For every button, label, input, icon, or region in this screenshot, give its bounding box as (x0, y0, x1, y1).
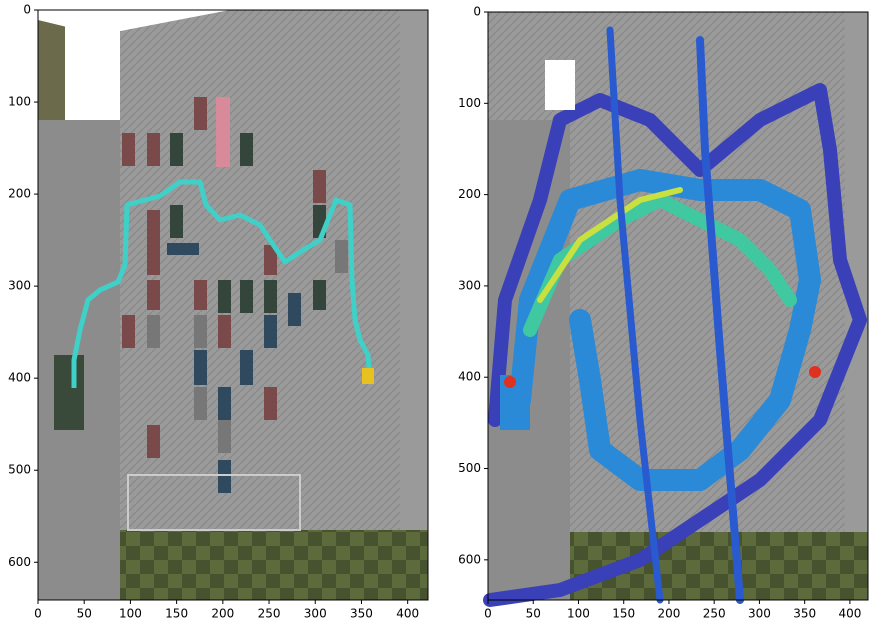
x-tick-label: 100 (567, 607, 590, 621)
x-tick-label: 250 (258, 607, 281, 621)
x-tick-label: 100 (119, 607, 142, 621)
x-tick-label: 200 (211, 607, 234, 621)
x-tick-label: 400 (838, 607, 861, 621)
x-tick-label: 0 (34, 607, 42, 621)
x-tick-label: 50 (77, 607, 92, 621)
y-tick-label: 500 (8, 463, 31, 477)
x-tick-label: 400 (396, 607, 419, 621)
x-tick-label: 300 (304, 607, 327, 621)
y-tick-label: 0 (23, 3, 31, 17)
y-tick-label: 400 (458, 370, 481, 384)
x-tick-label: 350 (793, 607, 816, 621)
y-tick-label: 300 (458, 278, 481, 292)
y-tick-label: 200 (458, 187, 481, 201)
y-tick-label: 600 (8, 555, 31, 569)
y-tick-label: 500 (458, 461, 481, 475)
heatmap-image-right (488, 12, 868, 600)
y-tick-label: 0 (473, 5, 481, 19)
y-tick-label: 300 (8, 279, 31, 293)
figure: 0501001502002503003504000100200300400500… (0, 0, 874, 624)
y-tick-label: 100 (8, 95, 31, 109)
x-tick-label: 250 (703, 607, 726, 621)
x-tick-label: 0 (484, 607, 492, 621)
x-tick-label: 150 (612, 607, 635, 621)
x-tick-label: 50 (526, 607, 541, 621)
y-tick-label: 200 (8, 187, 31, 201)
y-tick-label: 100 (458, 96, 481, 110)
x-tick-label: 350 (350, 607, 373, 621)
y-tick-label: 400 (8, 371, 31, 385)
y-tick-label: 600 (458, 552, 481, 566)
x-tick-label: 200 (657, 607, 680, 621)
x-tick-label: 300 (748, 607, 771, 621)
map-image-left (38, 10, 428, 600)
x-tick-label: 150 (165, 607, 188, 621)
